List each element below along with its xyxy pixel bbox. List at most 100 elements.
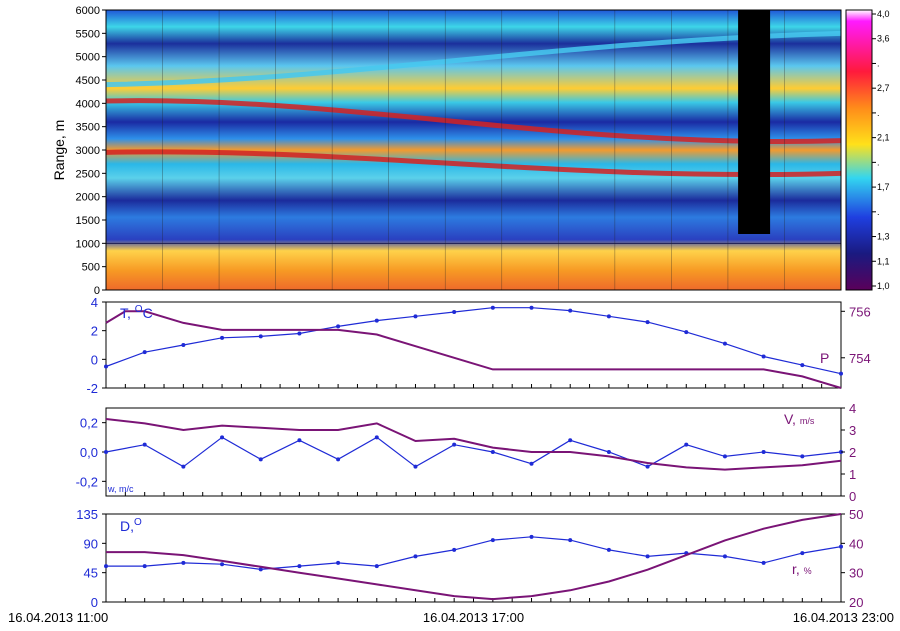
heatmap-y-tick-label: 2000 (76, 192, 100, 204)
series-line-right (105, 418, 842, 471)
data-point (568, 538, 573, 543)
data-point (142, 350, 147, 355)
x-tick-label: 16.04.2013 11:00 (8, 610, 108, 625)
data-point (568, 308, 573, 313)
y-tick-label-left: 2 (91, 324, 98, 339)
y-tick-label-left: 90 (84, 536, 98, 551)
data-point (374, 564, 379, 569)
data-point (220, 435, 225, 440)
data-point (220, 335, 225, 340)
colorbar-tick-label: 1,3 (877, 232, 890, 242)
data-point (722, 454, 727, 459)
data-point (761, 450, 766, 454)
series-line-right (106, 513, 842, 601)
data-point (413, 314, 418, 319)
heatmap-y-tick-label: 4500 (76, 75, 100, 87)
y-tick-label-left: 0 (91, 352, 98, 367)
heatmap-y-tick-label: 1500 (76, 215, 100, 227)
y-tick-label-right: 754 (849, 351, 871, 366)
y-tick-label-right: 1 (849, 467, 856, 482)
data-point (104, 564, 108, 569)
data-point (374, 435, 379, 440)
data-point (258, 334, 263, 339)
colorbar-tick-label: . (877, 108, 880, 118)
data-point (220, 562, 225, 567)
colorbar-tick-label: 1,1 (877, 256, 890, 266)
colorbar-tick-label: 1,7 (877, 182, 890, 192)
y-tick-label-left: 0,2 (80, 416, 98, 431)
direction-humidity-panel-frame (105, 513, 842, 603)
heatmap-y-tick-label: 2500 (76, 168, 100, 180)
data-point (452, 310, 457, 315)
data-point (722, 341, 727, 346)
data-point (297, 331, 302, 336)
data-point (336, 324, 341, 329)
heatmap-y-tick-label: 500 (82, 262, 100, 274)
x-tick-label: 16.04.2013 23:00 (793, 610, 894, 625)
data-point (181, 560, 186, 565)
heatmap-y-tick-label: 5000 (76, 52, 100, 64)
heatmap-y-tick-label: 0 (94, 285, 100, 297)
data-point (839, 544, 843, 549)
temperature-label: T, OC (120, 304, 153, 321)
data-point (258, 567, 263, 572)
y-tick-label-right: 20 (849, 595, 863, 610)
y-tick-label-right: 756 (849, 304, 871, 319)
series-line-right (105, 310, 842, 389)
y-tick-label-right: 0 (849, 489, 856, 504)
data-point (452, 442, 457, 447)
wind-speed-label: V, m/s (784, 411, 815, 427)
data-point (142, 442, 147, 447)
data-point (104, 364, 108, 369)
y-tick-label-left: -0,2 (76, 474, 98, 489)
data-point (761, 354, 766, 359)
data-point (413, 554, 418, 559)
heatmap-y-tick-label: 5500 (76, 28, 100, 40)
layer-upper (106, 30, 841, 88)
humidity-label: r, % (792, 561, 812, 577)
data-point (181, 464, 186, 469)
direction-label: D,O (120, 517, 142, 534)
data-point (452, 547, 457, 552)
lidar-heatmap (106, 10, 841, 290)
y-tick-label-right: 4 (849, 401, 856, 416)
heatmap-y-tick-label: 3500 (76, 122, 100, 134)
colorbar (845, 9, 873, 291)
data-point (568, 438, 573, 443)
data-point (606, 547, 611, 552)
colorbar-tick-label: 2,7 (877, 83, 890, 93)
data-point (490, 538, 495, 543)
data-point (142, 564, 147, 569)
data-point (297, 564, 302, 569)
data-point (606, 314, 611, 319)
data-point (336, 457, 341, 462)
data-point (374, 318, 379, 323)
vertical-velocity-label: w, m/c (107, 484, 134, 494)
y-tick-label-right: 50 (849, 507, 863, 522)
data-point (722, 554, 727, 559)
data-point (645, 320, 650, 325)
data-point (761, 560, 766, 565)
colorbar-tick-label: . (877, 157, 880, 167)
series-line-left (105, 307, 842, 375)
data-point (800, 363, 805, 368)
series-line-left (106, 536, 842, 571)
data-point (258, 457, 263, 462)
heatmap-y-tick-label: 6000 (76, 5, 100, 17)
data-point (529, 461, 534, 466)
data-point (490, 450, 495, 454)
data-point (529, 534, 534, 539)
wind-panel-frame (105, 407, 842, 497)
data-point (684, 442, 689, 447)
x-tick-label: 16.04.2013 17:00 (423, 610, 524, 625)
y-tick-label-right: 40 (849, 536, 863, 551)
y-tick-label-left: 135 (76, 507, 98, 522)
data-point (800, 551, 805, 556)
data-point (490, 305, 495, 310)
data-point (645, 554, 650, 559)
y-tick-label-left: -2 (86, 381, 98, 396)
heatmap-y-tick-label: 4000 (76, 98, 100, 110)
data-point (104, 450, 108, 454)
data-point (297, 438, 302, 443)
